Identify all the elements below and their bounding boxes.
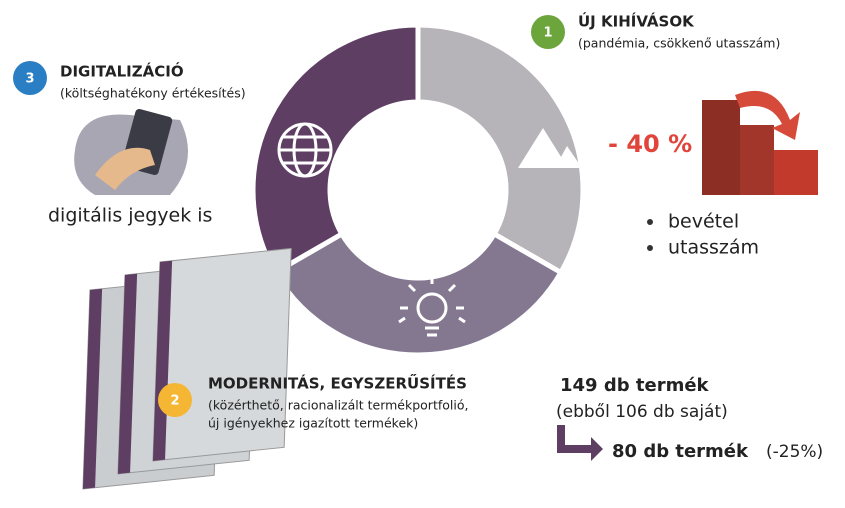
section-title: DIGITALIZÁCIÓ (60, 62, 184, 81)
badge-number: 2 (170, 394, 179, 409)
badge-number: 3 (25, 72, 34, 87)
badge (13, 61, 47, 95)
documents (82, 247, 292, 490)
bullet (647, 245, 653, 251)
mountain-icon (518, 128, 582, 168)
globe-icon (277, 122, 333, 178)
section-title: ÚJ KIHÍVÁSOK (578, 12, 695, 31)
bricks (702, 90, 818, 195)
donut (250, 22, 586, 358)
bullet-text: bevétel (668, 211, 739, 233)
section-title: MODERNITÁS, EGYSZERŰSÍTÉS (208, 373, 467, 393)
section-line: (közérthető, racionalizált termékportfol… (208, 398, 468, 413)
badge-number: 1 (543, 26, 552, 41)
bulb-icon (398, 276, 466, 337)
badge (158, 383, 192, 417)
section-subtitle: (költséghatékony értékesítés) (60, 86, 246, 101)
products-before: 149 db termék (560, 375, 710, 396)
segment-modernity (271, 230, 565, 358)
section-subtitle: (pandémia, csökkenő utasszám) (578, 36, 780, 51)
segment-digital (250, 22, 421, 276)
phone-hand-icon (74, 109, 188, 195)
products-change: (-25%) (766, 442, 823, 462)
section-line: új igényekhez igazított termékek) (208, 416, 418, 431)
bullet (647, 219, 653, 225)
note: digitális jegyek is (48, 205, 212, 227)
drop-label: - 40 % (608, 130, 692, 158)
arrow (557, 425, 603, 461)
bullet-text: utasszám (668, 237, 759, 259)
badge (531, 15, 565, 49)
products-own: (ebből 106 db saját) (556, 402, 728, 422)
segment-challenges (415, 22, 586, 276)
products-after: 80 db termék (612, 441, 749, 462)
